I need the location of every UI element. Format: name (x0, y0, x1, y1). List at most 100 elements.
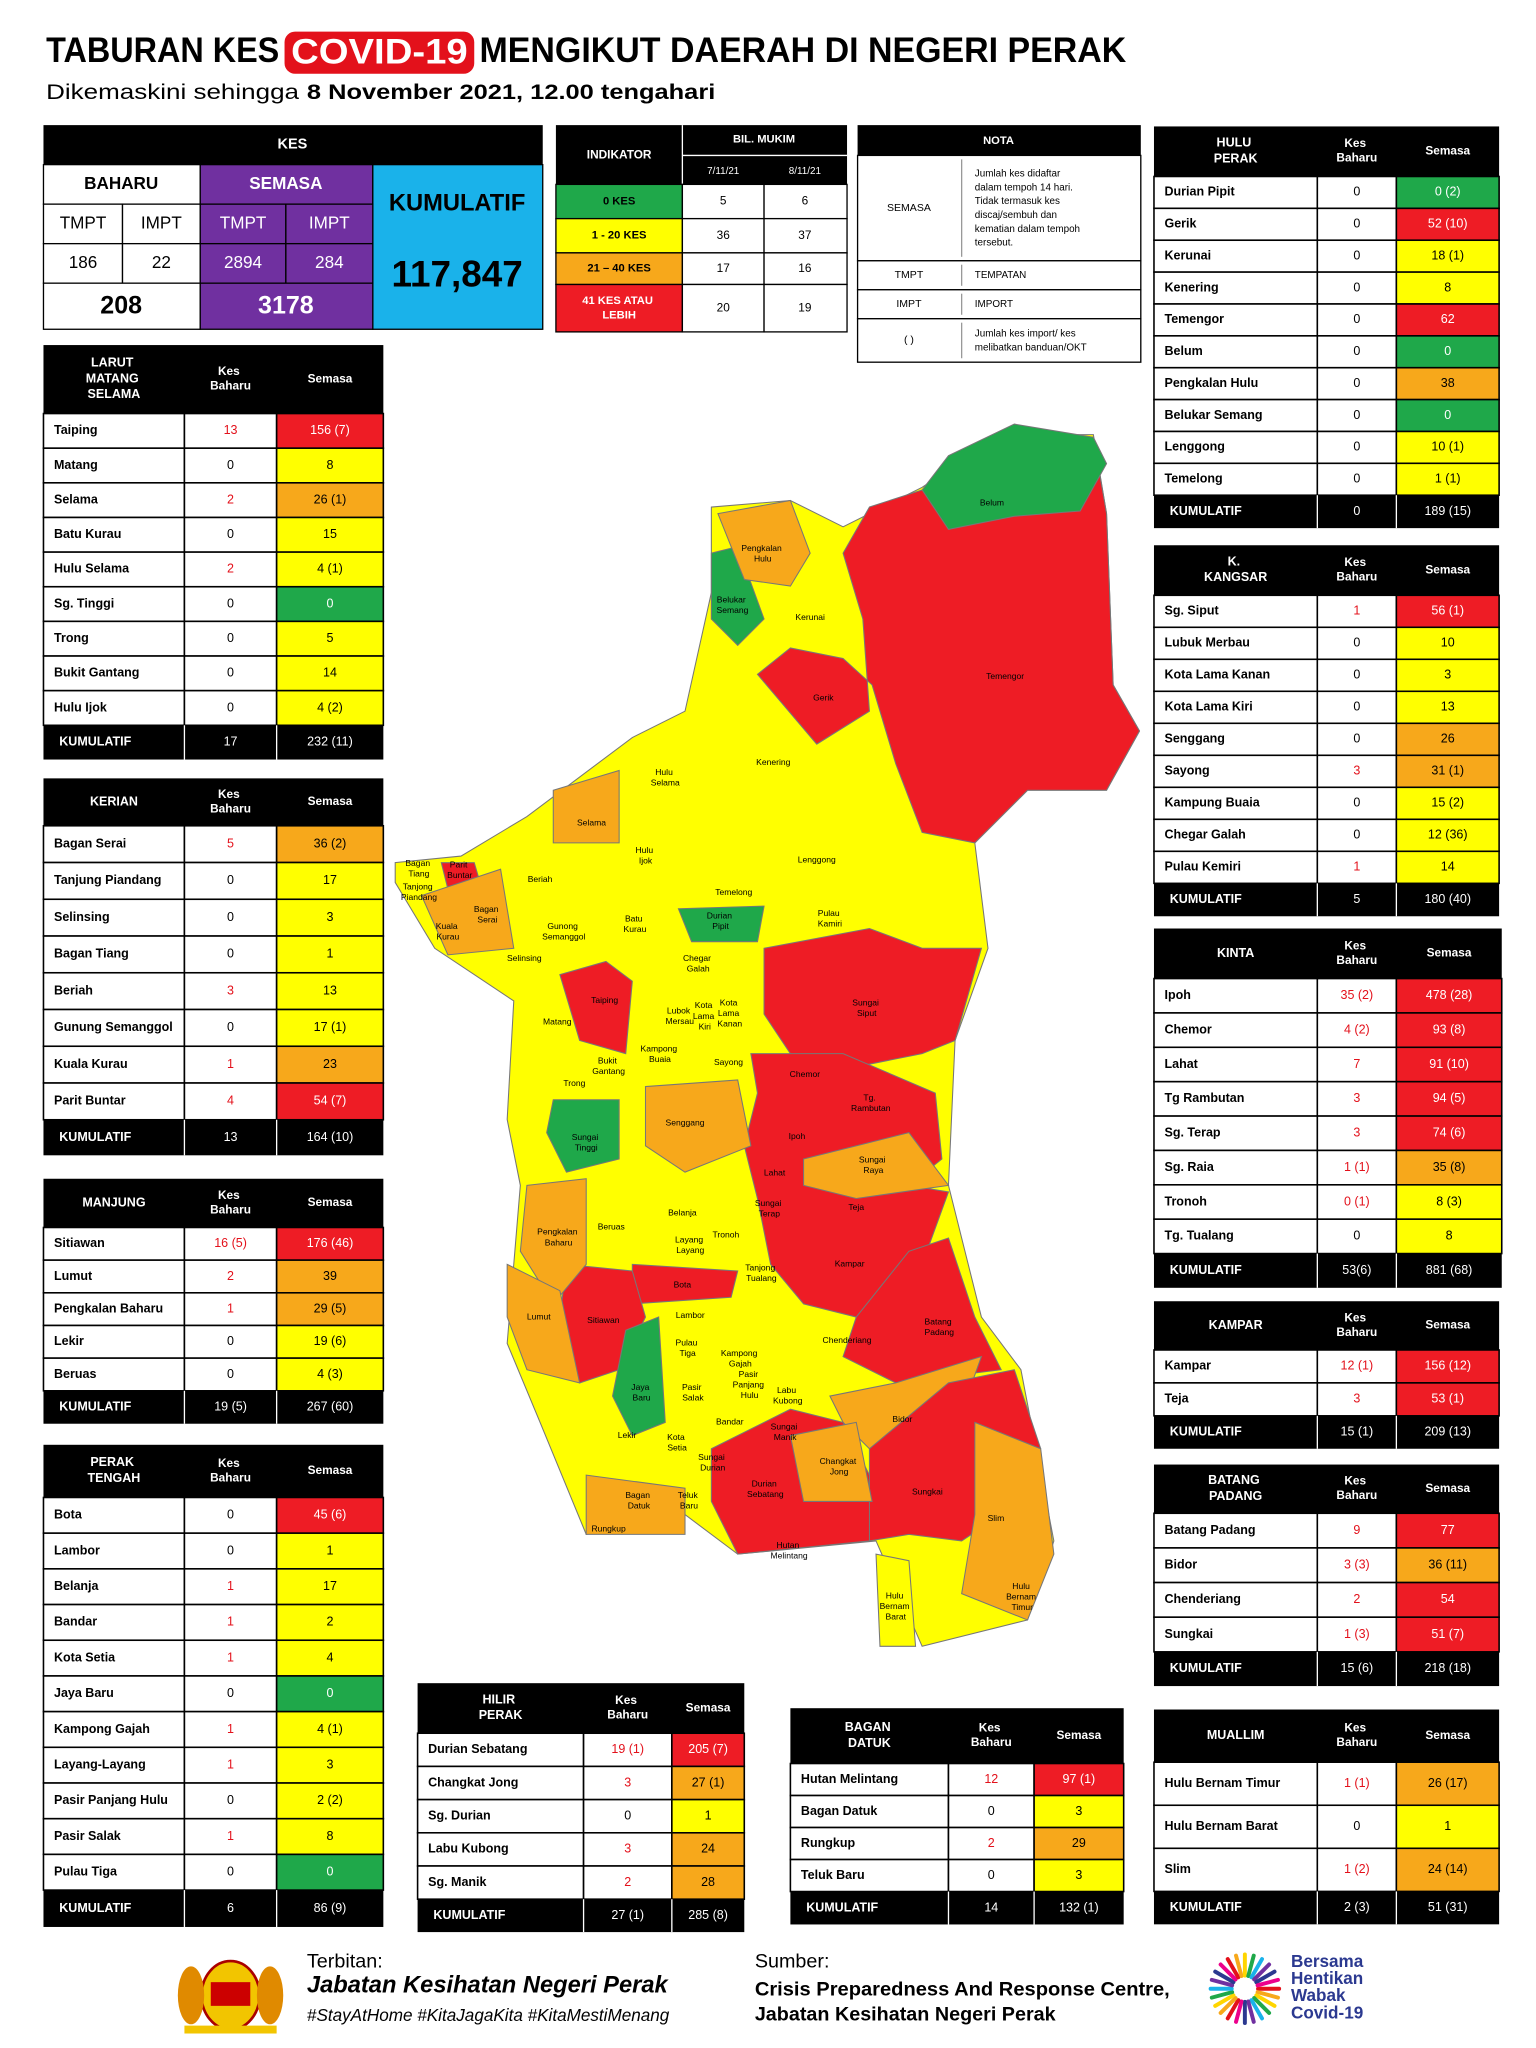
total-label: KUMULATIF (1170, 1425, 1242, 1439)
row-cell (947, 1826, 1035, 1861)
semasa-value: 1 (1444, 1819, 1451, 1833)
status-cell (1395, 398, 1500, 433)
baharu-value: 1 (1) (1344, 1160, 1370, 1174)
status-cell (671, 1732, 746, 1768)
row-name: Beruas (54, 1367, 96, 1381)
nota-key: IMPT (896, 298, 922, 310)
baharu-value: 1 (1) (1344, 1776, 1370, 1790)
row-name: Durian Sebatang (428, 1742, 527, 1756)
map-label: Kuala Kurau (436, 921, 460, 942)
column-header: Kes Baharu (1336, 1721, 1377, 1749)
map-label: Teja (848, 1202, 864, 1212)
crest-tiger (177, 1966, 205, 2025)
status-cell (1395, 462, 1500, 496)
status-cell (1395, 690, 1500, 725)
logo-ray (1252, 1996, 1272, 2015)
row-name: Kampar (1165, 1359, 1212, 1373)
row-cell (183, 1357, 278, 1392)
status-cell (671, 1765, 746, 1801)
row-cell (183, 898, 278, 937)
logo-ray (1254, 1993, 1277, 2008)
status-cell (275, 1324, 385, 1359)
kes-header (43, 125, 543, 165)
baharu-value: 0 (227, 666, 234, 680)
row-cell (1316, 1349, 1398, 1384)
baharu-value: 1 (227, 1301, 234, 1315)
semasa-value: 10 (1) (1431, 440, 1464, 454)
map-label: Sungai Siput (852, 998, 881, 1019)
total-value: 180 (40) (1424, 892, 1471, 906)
row-cell (416, 1865, 585, 1900)
row-cell (42, 1817, 186, 1856)
semasa-value: 2 (327, 1615, 334, 1629)
logo-ray (1234, 1953, 1244, 1978)
semasa-value: 24 (701, 1842, 715, 1856)
row-cell (1153, 239, 1319, 273)
map-region (717, 499, 811, 587)
map-label: Lubok Mersau (665, 1006, 694, 1027)
cell (681, 283, 765, 333)
logo-ray (1218, 1962, 1238, 1982)
value: 5 (720, 194, 727, 208)
baharu-value: 0 (1353, 732, 1360, 746)
baharu-value: 0 (624, 1808, 631, 1822)
baharu-value: 4 (2) (1344, 1022, 1370, 1036)
status-cell (275, 1292, 385, 1327)
baharu-value: 0 (1353, 440, 1360, 454)
baharu-value: 3 (227, 983, 234, 997)
map-label: Kampong Gajah (721, 1348, 760, 1369)
status-cell (275, 1532, 385, 1570)
baharu-value: 12 (984, 1772, 998, 1786)
semasa-value: 8 (1444, 280, 1451, 294)
semasa-value: 3 (1075, 1804, 1082, 1818)
column-header: Semasa (686, 1700, 731, 1714)
column-header: Semasa (308, 1195, 353, 1209)
table-header (43, 1178, 384, 1228)
row-cell (1316, 818, 1398, 853)
row-name: Lubuk Merbau (1165, 636, 1250, 650)
semasa-value: 19 (6) (314, 1334, 347, 1348)
row-cell (183, 935, 278, 974)
baharu-value: 0 (227, 1686, 234, 1700)
row-cell (1316, 335, 1398, 369)
row-cell (183, 1226, 278, 1261)
cell (763, 252, 848, 286)
value: 36 (717, 228, 731, 242)
baharu-value: 1 (1353, 604, 1360, 618)
map-label: Chenderiang (823, 1335, 872, 1345)
status-cell (1395, 1080, 1503, 1117)
row-cell (1153, 1080, 1319, 1117)
map-region (921, 423, 1108, 531)
baharu-value: 2 (227, 562, 234, 576)
value: 186 (69, 253, 98, 272)
row-name: Selama (54, 492, 99, 506)
semasa-value: 14 (323, 666, 337, 680)
date: 7/11/21 (707, 166, 739, 177)
map-label: Beruas (598, 1222, 625, 1232)
table-title: KINTA (1217, 946, 1254, 960)
baharu-value: 3 (1353, 1126, 1360, 1140)
map-label: Batu Kurau (624, 914, 647, 935)
map-label: Bandar (716, 1417, 744, 1427)
row-cell (1316, 626, 1398, 661)
row-cell (1153, 335, 1319, 369)
status-cell (1395, 786, 1500, 821)
semasa-value: 29 (1072, 1836, 1086, 1850)
semasa-value: 0 (327, 1686, 334, 1700)
total-value: 51 (31) (1428, 1900, 1468, 1914)
cell (199, 163, 374, 205)
status-cell (1395, 850, 1500, 885)
column-header: Kes Baharu (607, 1693, 648, 1721)
semasa-value: 36 (2) (314, 836, 347, 850)
row-name: Ipoh (1165, 988, 1191, 1002)
baharu-value: 2 (227, 1269, 234, 1283)
table-header (1153, 928, 1502, 979)
row-name: Changkat Jong (428, 1775, 518, 1789)
table-title: PERAK TENGAH (88, 1456, 141, 1486)
map-label: Sitiawan (587, 1315, 620, 1325)
status-cell (1395, 1012, 1503, 1049)
column-header: Kes Baharu (1336, 136, 1377, 164)
status-cell (1395, 754, 1500, 789)
baharu-value: 1 (227, 1829, 234, 1843)
baharu-value: 7 (1353, 1057, 1360, 1071)
